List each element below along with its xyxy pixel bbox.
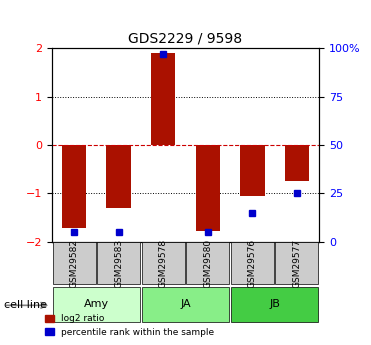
Text: GSM29583: GSM29583 [114, 238, 123, 288]
FancyBboxPatch shape [231, 287, 318, 322]
FancyBboxPatch shape [142, 287, 229, 322]
FancyBboxPatch shape [275, 242, 318, 284]
Title: GDS2229 / 9598: GDS2229 / 9598 [128, 32, 243, 46]
Bar [240, 145, 265, 196]
Text: GSM29582: GSM29582 [70, 238, 79, 288]
Text: JB: JB [269, 299, 280, 309]
Text: cell line: cell line [4, 300, 47, 310]
Text: JA: JA [180, 299, 191, 309]
FancyBboxPatch shape [231, 242, 274, 284]
FancyBboxPatch shape [53, 287, 140, 322]
Bar [62, 145, 86, 228]
Legend: log2 ratio, percentile rank within the sample: log2 ratio, percentile rank within the s… [42, 311, 218, 341]
Text: GSM29576: GSM29576 [248, 238, 257, 288]
FancyBboxPatch shape [142, 242, 185, 284]
FancyBboxPatch shape [53, 242, 96, 284]
Text: Amy: Amy [84, 299, 109, 309]
Bar [196, 145, 220, 231]
Bar [151, 53, 175, 145]
Text: GSM29578: GSM29578 [159, 238, 168, 288]
Text: GSM29577: GSM29577 [292, 238, 301, 288]
FancyBboxPatch shape [186, 242, 229, 284]
FancyBboxPatch shape [97, 242, 140, 284]
Bar [106, 145, 131, 208]
Text: GSM29580: GSM29580 [203, 238, 212, 288]
Bar [285, 145, 309, 181]
